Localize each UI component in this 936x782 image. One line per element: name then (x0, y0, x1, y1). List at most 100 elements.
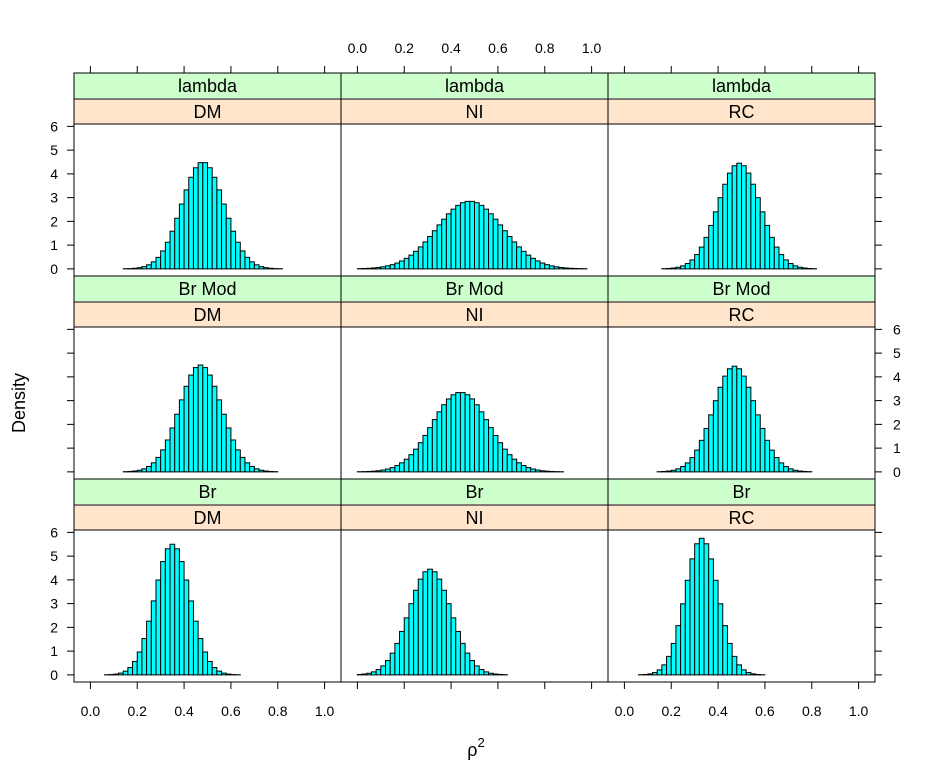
histogram-bar (389, 467, 396, 473)
histogram-bar (132, 267, 138, 270)
strip-inner-label: NI (466, 305, 484, 325)
histogram-bar (235, 241, 241, 270)
histogram-bar (675, 266, 682, 270)
histogram-bar (399, 260, 405, 270)
histogram-bar (525, 467, 532, 473)
histogram-bar (441, 404, 447, 473)
x-tick-label-top: 0.4 (441, 40, 461, 56)
y-tick-label-right: 5 (893, 345, 901, 361)
histogram-bar (230, 439, 237, 473)
histogram-bar (703, 427, 710, 473)
histogram-bar (773, 457, 780, 473)
histogram-bar (436, 578, 443, 676)
histogram-bar (197, 162, 204, 270)
histogram-bar (736, 162, 743, 270)
histogram-bar (150, 462, 157, 473)
x-tick-label-top: 0.8 (535, 40, 555, 56)
histogram-bar (647, 673, 654, 676)
histogram-bar (263, 267, 269, 270)
y-tick-label-right: 3 (893, 393, 901, 409)
histogram-bar (726, 368, 733, 473)
strip-inner-bg (341, 302, 608, 327)
histogram-bar (385, 468, 391, 473)
histogram-bar (150, 600, 157, 676)
histogram-bar (712, 579, 719, 676)
histogram-bar (427, 427, 433, 473)
histogram-bar (450, 394, 457, 473)
histogram-bar (469, 200, 476, 270)
y-tick-label-left: 3 (50, 190, 58, 206)
histogram-bar (164, 439, 171, 473)
histogram-bar (385, 660, 391, 676)
histogram-bars (656, 365, 813, 473)
x-tick-label-bottom: 0.8 (802, 703, 822, 719)
histogram-bar (698, 439, 705, 473)
histogram-bar (731, 165, 738, 270)
y-tick-label-left: 2 (50, 213, 58, 229)
histogram-bar (221, 413, 227, 473)
histogram-bar (370, 267, 377, 270)
histogram-bar (127, 667, 134, 676)
histogram-bar (207, 660, 213, 676)
axes-layer: 0.0 0.2 0.4 0.6 0.8 1.0 0.0 0.2 0.4 0.6 0.8 1.0 0.0 0… (50, 40, 901, 719)
histogram-bar (708, 414, 714, 473)
y-tick-label-left: 2 (50, 619, 58, 635)
x-tick-label-bottom: 0.4 (174, 703, 194, 719)
histogram-bars (103, 543, 241, 676)
histogram-bar (502, 448, 508, 473)
y-axis-title: Density (9, 373, 29, 433)
histogram-bar (230, 230, 237, 270)
histogram-bar (670, 469, 677, 473)
histogram-bar (160, 449, 166, 473)
histogram-bar (385, 265, 391, 270)
histogram-bar (492, 218, 499, 270)
histogram-bar (136, 469, 143, 473)
histogram-bar (464, 394, 471, 473)
x-tick-label-top: 1.0 (582, 40, 602, 56)
histogram-bar (736, 664, 743, 676)
x-tick-label-bottom: 0.6 (755, 703, 775, 719)
histogram-bar (548, 265, 555, 270)
histogram-bar (225, 673, 232, 676)
histogram-bar (478, 411, 485, 473)
histogram-bar (267, 267, 274, 270)
y-tick-label-left: 0 (50, 261, 58, 277)
histogram-bar (211, 667, 218, 676)
histogram-bar (389, 652, 396, 676)
histogram-bar (380, 665, 387, 676)
histogram-bar (146, 465, 152, 473)
histogram-bar (197, 638, 204, 676)
histogram-bar (192, 620, 199, 676)
panel-lambda-rc: lambda RC (607, 72, 876, 277)
strip-inner-bg (74, 99, 341, 124)
histogram-bar (239, 456, 246, 473)
histogram-bar (661, 664, 668, 676)
histogram-bar (745, 386, 752, 473)
histogram-bar (488, 672, 494, 676)
histogram-bar (469, 398, 476, 473)
y-tick-label-right: 1 (893, 440, 901, 456)
histogram-bar (769, 236, 775, 270)
panel-br-mod-dm: Br Mod DM (73, 275, 342, 480)
histogram-bar (797, 266, 803, 270)
histogram-bar (511, 241, 518, 270)
histogram-bar (249, 261, 255, 270)
histogram-bar (666, 470, 672, 473)
histogram-bar (178, 561, 185, 676)
strip-outer-label: Br Mod (445, 279, 503, 299)
histogram-bar (146, 620, 152, 676)
panel-lambda-ni: lambda NI (340, 72, 609, 277)
histogram-bar (141, 468, 148, 473)
histogram-bar (773, 246, 780, 270)
histogram-bar (755, 197, 761, 270)
histogram-bar (459, 202, 466, 270)
histogram-bar (544, 470, 550, 473)
panel-br-dm: Br DM (73, 478, 342, 683)
histogram-bar (516, 246, 522, 270)
histogram-bar (741, 375, 747, 473)
histogram-bar (403, 458, 410, 473)
x-tick-label-bottom: 0.4 (708, 703, 728, 719)
histogram-bar (445, 398, 452, 473)
histogram-bar (455, 392, 461, 473)
x-tick-label-top: 0.2 (395, 40, 415, 56)
